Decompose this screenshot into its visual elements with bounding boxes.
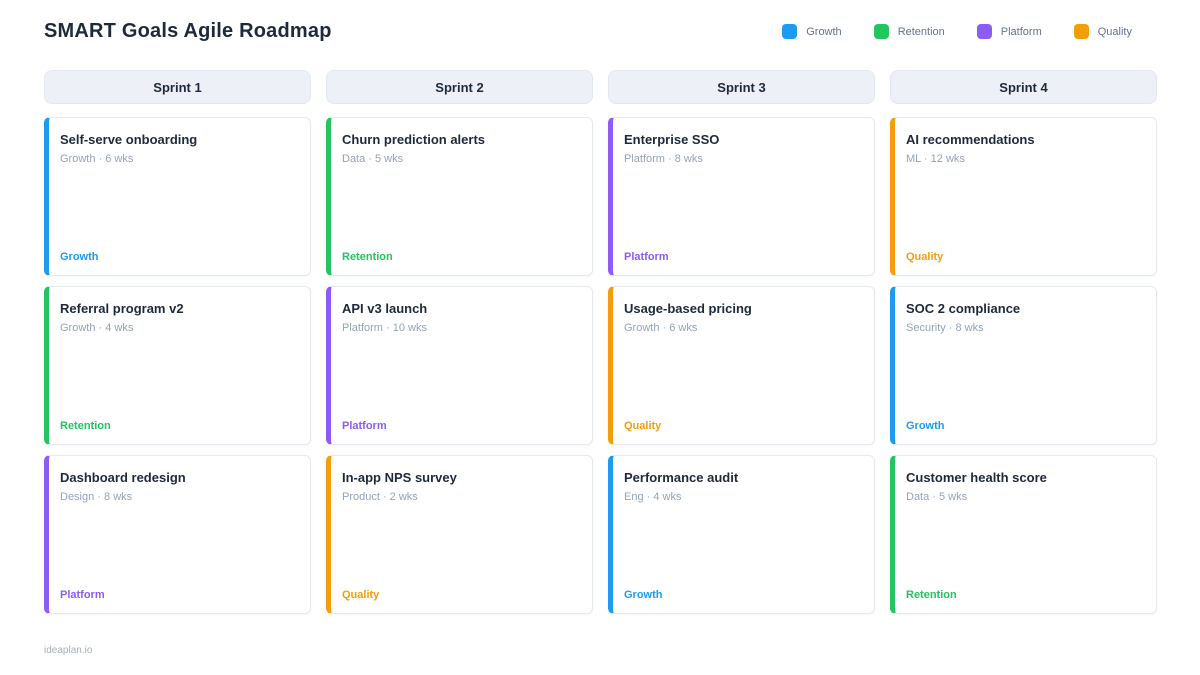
legend-label: Retention: [897, 25, 945, 38]
card-title: Performance audit: [624, 470, 739, 485]
legend-swatch-icon: [873, 24, 889, 39]
sprint-column-1: Sprint 1 Self-serve onboarding Growth · 6 …: [44, 70, 311, 624]
roadmap-card[interactable]: Usage-based pricing Growth · 6 wks Quality: [608, 286, 875, 445]
card-meta: Growth · 4 wks: [60, 322, 134, 334]
card-category-tag: Platform: [624, 251, 669, 263]
card-title: Self-serve onboarding: [60, 132, 198, 147]
card-meta: ML · 12 wks: [906, 153, 965, 165]
roadmap-card[interactable]: Referral program v2 Growth · 4 wks Retenti…: [44, 286, 311, 445]
card-category-tag: Retention: [60, 420, 111, 432]
card-title: In-app NPS survey: [342, 470, 457, 485]
roadmap-card[interactable]: Churn prediction alerts Data · 5 wks Reten…: [326, 117, 593, 276]
sprint-column-4: Sprint 4 AI recommendations ML · 12 wks Qua…: [890, 70, 1157, 624]
sprint-column-header: Sprint 4: [890, 70, 1157, 104]
legend-item-platform: Platform: [976, 24, 1042, 39]
sprint-column-3: Sprint 3 Enterprise SSO Platform · 8 wks Pl…: [608, 70, 875, 624]
card-title: Usage-based pricing: [624, 301, 752, 316]
card-meta: Growth · 6 wks: [624, 322, 698, 334]
sprint-column-header: Sprint 1: [44, 70, 311, 104]
legend-item-retention: Retention: [873, 24, 945, 39]
card-title: Churn prediction alerts: [342, 132, 486, 147]
card-title: Dashboard redesign: [60, 470, 186, 485]
card-meta: Data · 5 wks: [906, 491, 968, 503]
legend-label: Growth: [806, 25, 842, 38]
card-category-tag: Growth: [624, 589, 663, 601]
card-category-tag: Retention: [906, 589, 957, 601]
sprint-column-header: Sprint 2: [326, 70, 593, 104]
legend-label: Platform: [1000, 25, 1042, 38]
card-category-tag: Quality: [342, 589, 380, 601]
sprint-column-header: Sprint 3: [608, 70, 875, 104]
legend-swatch-icon: [976, 24, 992, 39]
roadmap-card[interactable]: Enterprise SSO Platform · 8 wks Platform: [608, 117, 875, 276]
sprint-column-2: Sprint 2 Churn prediction alerts Data · 5 …: [326, 70, 593, 624]
card-title: Customer health score: [906, 470, 1047, 485]
roadmap-card[interactable]: Dashboard redesign Design · 8 wks Platform: [44, 455, 311, 614]
card-meta: Platform · 10 wks: [342, 322, 427, 334]
roadmap-card[interactable]: SOC 2 compliance Security · 8 wks Growth: [890, 286, 1157, 445]
card-title: Referral program v2: [60, 301, 184, 316]
roadmap-card[interactable]: AI recommendations ML · 12 wks Quality: [890, 117, 1157, 276]
card-category-tag: Platform: [342, 420, 387, 432]
page-header: SMART Goals Agile Roadmap Growth Retentio…: [0, 0, 1200, 70]
legend: Growth Retention Platform Quality: [782, 24, 1132, 39]
roadmap-board: Sprint 1 Self-serve onboarding Growth · 6 …: [0, 70, 1200, 624]
card-meta: Data · 5 wks: [342, 153, 404, 165]
card-meta: Design · 8 wks: [60, 491, 133, 503]
card-title: SOC 2 compliance: [906, 301, 1021, 316]
card-category-tag: Growth: [906, 420, 945, 432]
card-title: AI recommendations: [906, 132, 1035, 147]
card-meta: Product · 2 wks: [342, 491, 418, 503]
card-category-tag: Quality: [906, 251, 944, 263]
card-category-tag: Quality: [624, 420, 662, 432]
legend-swatch-icon: [782, 24, 798, 39]
legend-swatch-icon: [1073, 24, 1089, 39]
card-meta: Security · 8 wks: [906, 322, 984, 334]
roadmap-card[interactable]: Customer health score Data · 5 wks Retenti…: [890, 455, 1157, 614]
card-category-tag: Growth: [60, 251, 99, 263]
legend-label: Quality: [1097, 25, 1132, 38]
page-title: SMART Goals Agile Roadmap: [44, 20, 332, 42]
roadmap-card[interactable]: Self-serve onboarding Growth · 6 wks Growt…: [44, 117, 311, 276]
roadmap-card[interactable]: In-app NPS survey Product · 2 wks Quality: [326, 455, 593, 614]
card-meta: Platform · 8 wks: [624, 153, 703, 165]
card-meta: Growth · 6 wks: [60, 153, 134, 165]
legend-item-growth: Growth: [782, 24, 842, 39]
footer-branding: ideaplan.io: [44, 645, 93, 656]
roadmap-card[interactable]: API v3 launch Platform · 10 wks Platform: [326, 286, 593, 445]
card-category-tag: Platform: [60, 589, 105, 601]
card-category-tag: Retention: [342, 251, 393, 263]
card-meta: Eng · 4 wks: [624, 491, 682, 503]
card-title: API v3 launch: [342, 301, 428, 316]
card-title: Enterprise SSO: [624, 132, 720, 147]
roadmap-card[interactable]: Performance audit Eng · 4 wks Growth: [608, 455, 875, 614]
legend-item-quality: Quality: [1073, 24, 1132, 39]
